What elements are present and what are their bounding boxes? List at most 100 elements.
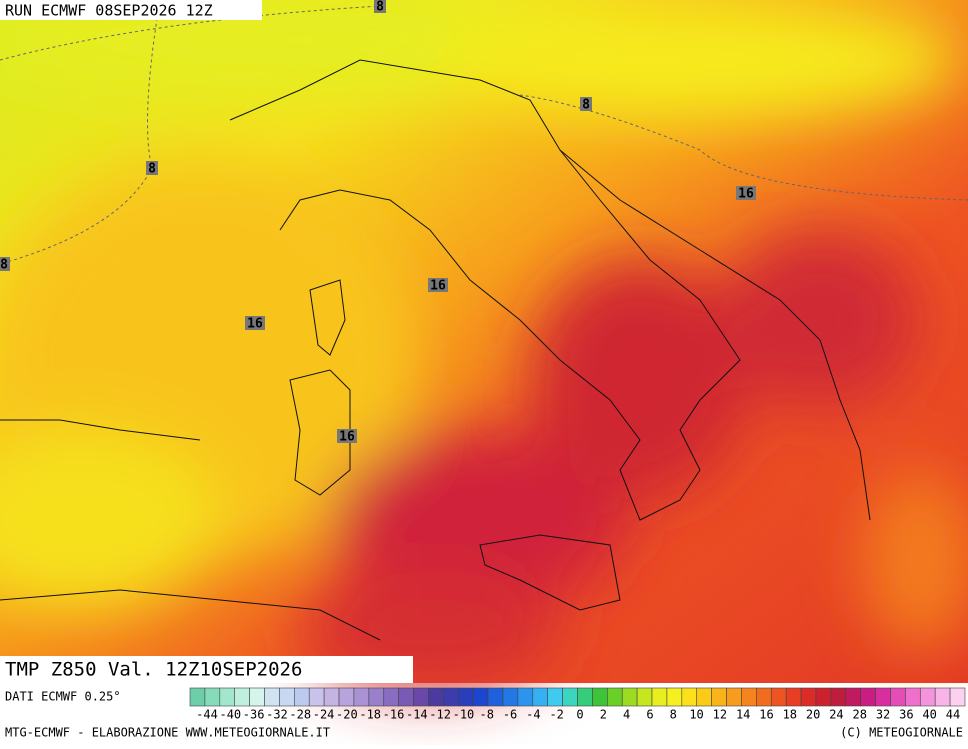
contour-label: 16	[247, 317, 263, 332]
colorbar-label: 2	[600, 708, 607, 722]
contour-label-box	[374, 0, 386, 13]
colorbar-swatch	[815, 687, 832, 707]
colorbar-swatch	[621, 687, 638, 707]
colorbar-label: 44	[946, 708, 960, 722]
colorbar-label: -16	[383, 708, 405, 722]
colorbar-swatch	[636, 687, 653, 707]
colorbar-swatch	[949, 687, 966, 707]
contour-labels: 8 8 8 8 16 16 16 16	[0, 0, 756, 445]
contour-label: 8	[376, 0, 384, 15]
field-box	[0, 656, 413, 683]
colorbar-label: -6	[503, 708, 517, 722]
colorbar-label: -20	[336, 708, 358, 722]
credit: MTG-ECMWF - ELABORAZIONE WWW.METEOGIORNA…	[5, 726, 330, 740]
colorbar-label: 36	[899, 708, 913, 722]
colorbar-label: -36	[243, 708, 265, 722]
colorbar-swatch	[934, 687, 951, 707]
contour-label: 8	[0, 258, 8, 273]
copyright: (C) METEOGIORNALE	[840, 726, 963, 740]
colorbar-label: -24	[313, 708, 335, 722]
colorbar-swatch	[607, 687, 623, 707]
colorbar-label: 10	[689, 708, 703, 722]
colorbar-label: -10	[453, 708, 475, 722]
colorbar-swatch	[890, 687, 906, 707]
contour-label: 8	[148, 162, 156, 177]
colorbar-swatch	[830, 687, 847, 707]
colorbar-swatch	[651, 687, 668, 707]
colorbar-label: 12	[713, 708, 727, 722]
colorbar-label: -14	[406, 708, 428, 722]
colorbar-swatch	[517, 687, 534, 707]
colorbar-swatch	[800, 687, 817, 707]
colorbar-swatch	[845, 687, 861, 707]
contour-label-box	[146, 161, 158, 175]
contour-label-box	[428, 278, 448, 292]
contour-label: 8	[582, 98, 590, 113]
colorbar-swatch	[756, 687, 772, 707]
colorbar-swatch	[681, 687, 698, 707]
colorbar-swatch	[547, 687, 563, 707]
colorbar-swatch	[711, 687, 727, 707]
colorbar-swatch	[726, 687, 742, 707]
coastlines	[0, 59, 871, 641]
colorbar-swatch	[368, 687, 385, 707]
colorbar-label: 14	[736, 708, 750, 722]
colorbar-swatch	[905, 687, 921, 707]
data-source: DATI ECMWF 0.25°	[5, 690, 121, 704]
contour-label-box	[337, 429, 357, 443]
colorbar-label: 8	[670, 708, 677, 722]
colorbar-label: 4	[623, 708, 630, 722]
colorbar-label: 16	[759, 708, 773, 722]
colorbar-swatch	[279, 687, 295, 707]
colorbar-label: -12	[429, 708, 451, 722]
colorbar-label: 40	[922, 708, 936, 722]
colorbar: -44 -40 -36 -32 -28 -24 -20 -18 -16 -14 -12 -10 -8 -6…	[189, 687, 966, 722]
colorbar-swatch	[919, 687, 936, 707]
colorbar-label: 18	[783, 708, 797, 722]
colorbar-label: -4	[526, 708, 540, 722]
colorbar-swatch	[562, 687, 578, 707]
contour-label: 16	[738, 187, 754, 202]
colorbar-swatch	[383, 687, 399, 707]
colorbar-swatch	[577, 687, 593, 707]
colorbar-swatch	[487, 687, 504, 707]
colorbar-swatch	[770, 687, 787, 707]
colorbar-swatch	[189, 687, 206, 707]
colorbar-swatch	[592, 687, 608, 707]
run-title: RUN ECMWF 08SEP2026 12Z	[5, 2, 213, 20]
colorbar-label: 32	[876, 708, 890, 722]
colorbar-swatch	[785, 687, 802, 707]
colorbar-swatch	[323, 687, 340, 707]
colorbar-swatch	[294, 687, 310, 707]
field-title: TMP Z850 Val. 12Z10SEP2026	[5, 659, 302, 681]
colorbar-label: -32	[266, 708, 288, 722]
contour-label-box	[245, 316, 265, 330]
colorbar-swatch	[338, 687, 355, 707]
colorbar-label: 0	[576, 708, 583, 722]
temperature-field	[0, 0, 968, 690]
colorbar-swatch	[696, 687, 712, 707]
colorbar-label: -28	[289, 708, 311, 722]
colorbar-label: -40	[219, 708, 241, 722]
colorbar-swatch	[249, 687, 265, 707]
colorbar-swatch	[502, 687, 519, 707]
colorbar-label: -8	[480, 708, 494, 722]
colorbar-swatch	[413, 687, 429, 707]
colorbar-swatch	[234, 687, 250, 707]
colorbar-swatch	[428, 687, 444, 707]
colorbar-label: -2	[549, 708, 563, 722]
colorbar-swatch	[219, 687, 236, 707]
colorbar-label: 20	[806, 708, 820, 722]
colorbar-label: 28	[853, 708, 867, 722]
colorbar-swatch	[472, 687, 489, 707]
colorbar-swatch	[308, 687, 325, 707]
colorbar-swatch	[666, 687, 683, 707]
contour-label-box	[580, 97, 592, 111]
contour-label: 16	[430, 279, 446, 294]
contour-label-box	[0, 257, 10, 271]
colorbar-swatch	[353, 687, 370, 707]
colorbar-swatch	[264, 687, 280, 707]
colorbar-label: 6	[646, 708, 653, 722]
